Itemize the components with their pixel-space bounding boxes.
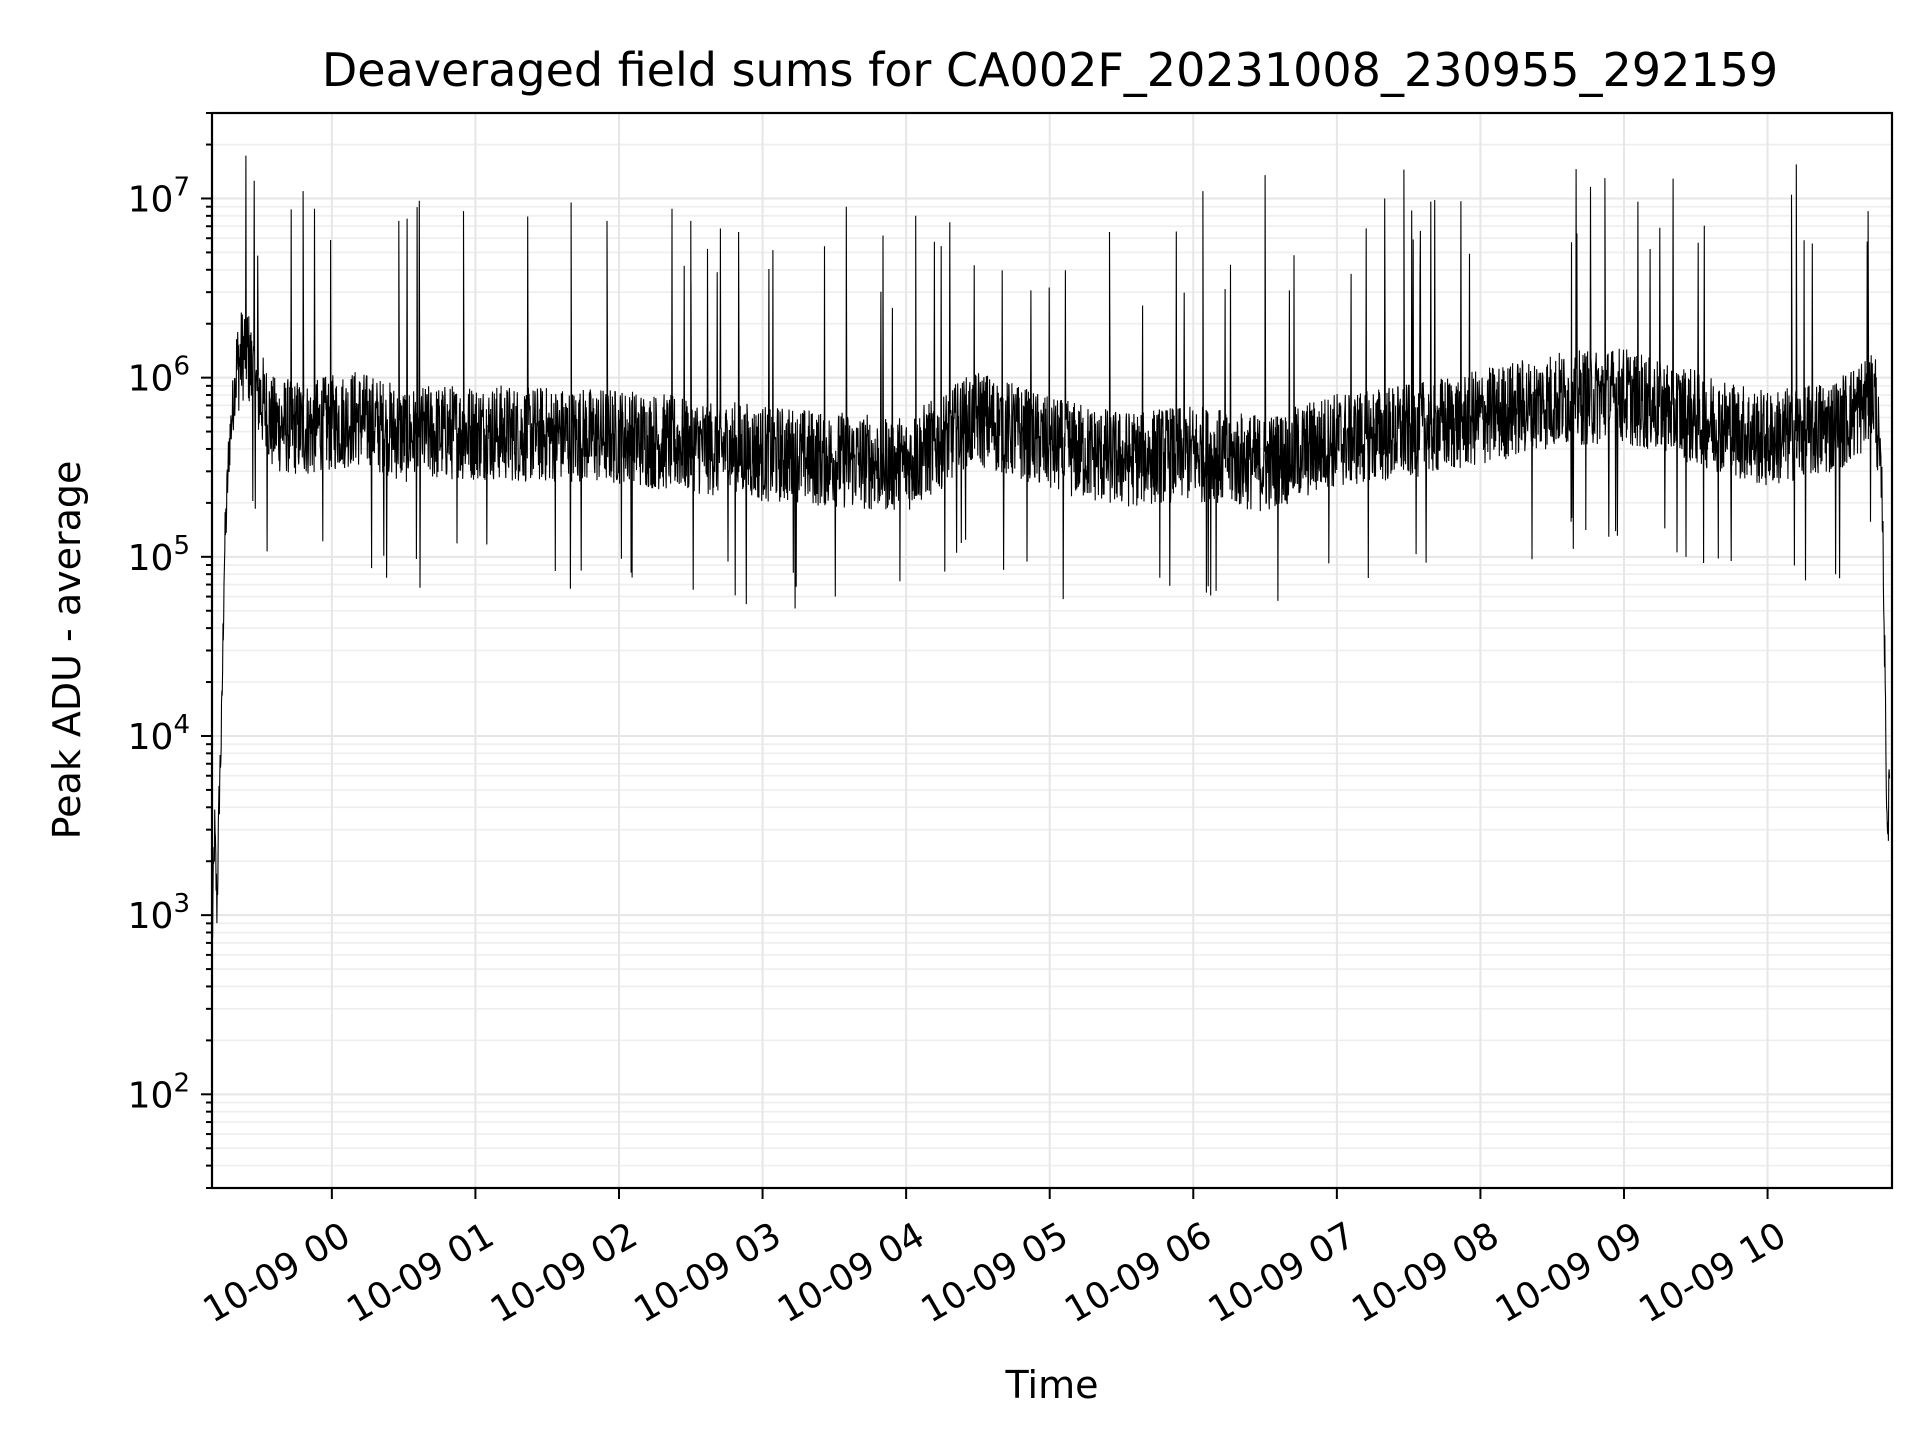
chart-title: Deaveraged field sums for CA002F_2023100…: [322, 43, 1778, 97]
y-tick-label-base: 10: [128, 896, 174, 937]
y-tick-label: 106: [128, 352, 190, 400]
y-tick-label-base: 10: [128, 1075, 174, 1116]
y-tick-label-exponent: 3: [173, 889, 190, 919]
y-tick-label: 107: [128, 172, 190, 220]
x-tick-label: 10-09 00: [197, 1215, 358, 1331]
x-tick-label: 10-09 05: [915, 1215, 1076, 1331]
x-tick-label: 10-09 01: [340, 1215, 501, 1331]
y-tick-label-exponent: 4: [173, 710, 190, 740]
x-tick-label: 10-09 09: [1489, 1215, 1650, 1331]
x-axis-label: Time: [1005, 1363, 1099, 1407]
y-tick-label: 105: [128, 531, 190, 579]
y-tick-label-exponent: 7: [173, 172, 190, 202]
y-tick-label-base: 10: [128, 538, 174, 579]
x-tick-label: 10-09 08: [1345, 1215, 1506, 1331]
y-tick-label: 104: [128, 710, 190, 758]
y-tick-label-exponent: 2: [173, 1068, 190, 1098]
y-tick-label: 102: [128, 1068, 190, 1116]
x-tick-label: 10-09 10: [1632, 1215, 1793, 1331]
y-tick-label-base: 10: [128, 359, 174, 400]
y-tick-label-base: 10: [128, 179, 174, 220]
y-tick-label-exponent: 5: [173, 531, 190, 561]
x-tick-label: 10-09 04: [771, 1215, 932, 1331]
y-tick-label-base: 10: [128, 717, 174, 758]
y-axis-label: Peak ADU - average: [45, 461, 89, 840]
y-tick-label: 103: [128, 889, 190, 937]
series-line: [211, 155, 1891, 939]
x-tick-label: 10-09 06: [1058, 1215, 1219, 1331]
x-tick-label: 10-09 07: [1202, 1215, 1363, 1331]
y-tick-label-exponent: 6: [173, 352, 190, 382]
x-tick-label: 10-09 03: [627, 1215, 788, 1331]
x-tick-label: 10-09 02: [484, 1215, 645, 1331]
